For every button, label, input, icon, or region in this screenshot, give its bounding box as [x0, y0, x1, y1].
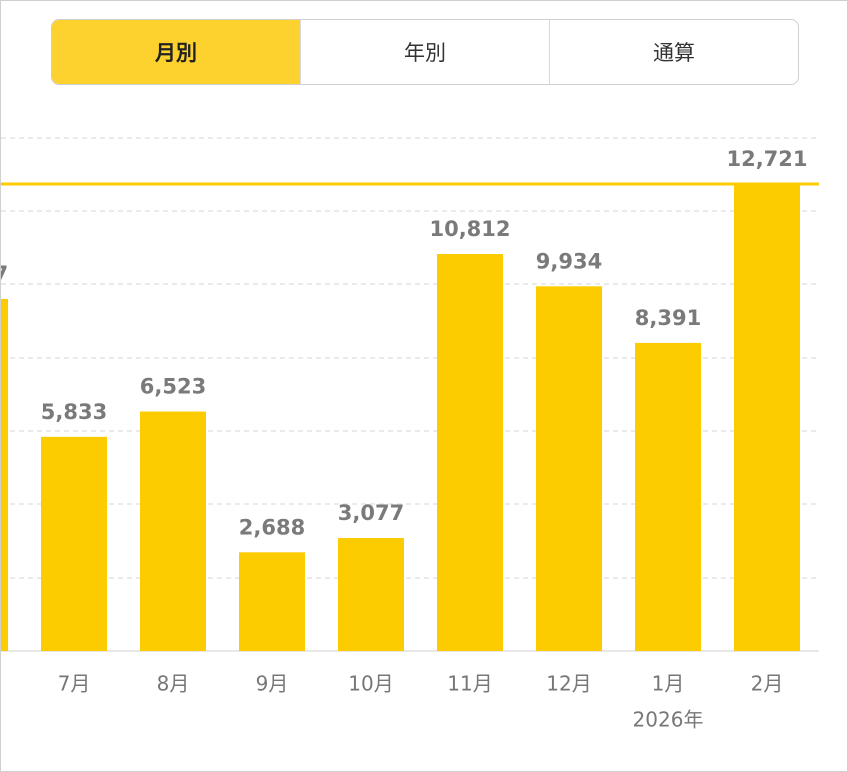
- bar: [239, 552, 305, 651]
- tab[interactable]: 通算: [549, 20, 798, 84]
- value-label: 8,391: [635, 306, 701, 330]
- bar: [140, 411, 206, 651]
- x-tick-label: 1月: [652, 672, 685, 696]
- value-label: 3,077: [338, 501, 404, 525]
- bar: [41, 436, 107, 651]
- value-label: 12,721: [726, 147, 807, 171]
- x-tick-label: 7月: [58, 672, 91, 696]
- value-label: 5,833: [41, 400, 107, 424]
- x-tick-label: 2月: [751, 672, 784, 696]
- bar: [338, 538, 404, 651]
- x-tick-label: 8月: [157, 672, 190, 696]
- tab[interactable]: 月別: [52, 20, 300, 84]
- x-tick-label: 10月: [348, 672, 393, 696]
- value-label: 9,587: [1, 262, 8, 286]
- bar: [635, 342, 701, 651]
- year-label: 2026年: [633, 708, 704, 732]
- bar: [437, 254, 503, 651]
- value-label: 9,934: [536, 249, 602, 273]
- x-tick-label: 9月: [256, 672, 289, 696]
- bar: [734, 183, 800, 651]
- tab-bar: 月別 年別 通算: [51, 19, 799, 85]
- value-label: 6,523: [140, 375, 206, 399]
- bar: [536, 286, 602, 651]
- value-label: 2,688: [239, 515, 305, 539]
- tab[interactable]: 年別: [300, 20, 549, 84]
- x-tick-label: 11月: [447, 672, 492, 696]
- value-label: 10,812: [429, 217, 510, 241]
- bar: [1, 299, 8, 651]
- x-tick-label: 12月: [546, 672, 591, 696]
